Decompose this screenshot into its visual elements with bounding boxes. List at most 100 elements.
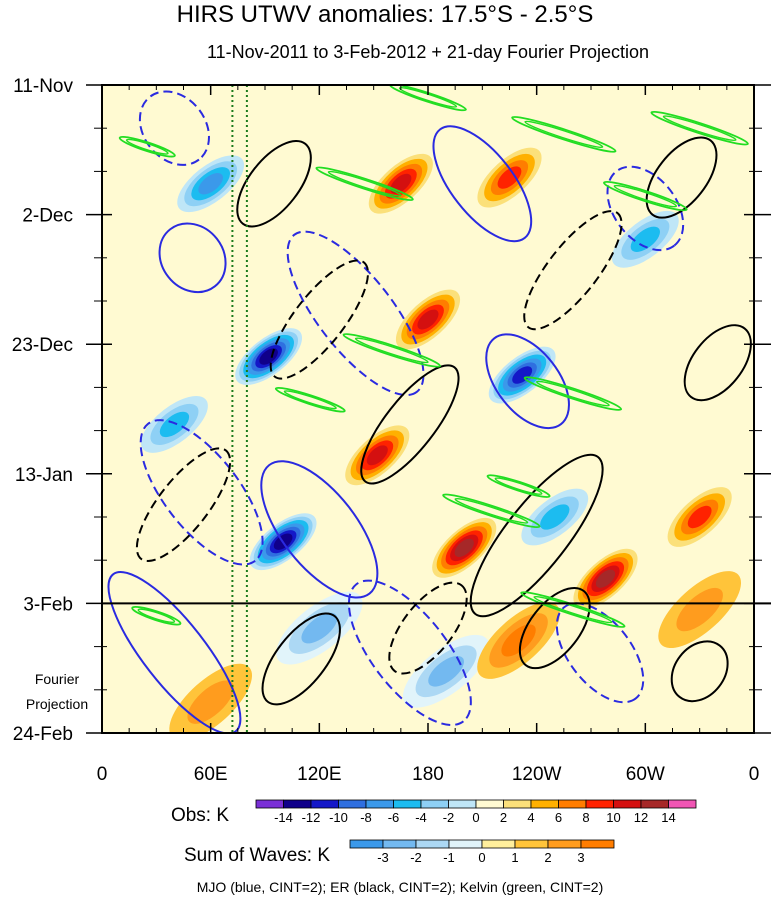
colorbar-swatch <box>547 839 582 849</box>
kelvin-contour <box>274 386 346 413</box>
mjo-contour <box>107 571 242 733</box>
colorbar-tick-label: 0 <box>472 810 479 825</box>
colorbar-swatch <box>393 799 422 809</box>
anomaly-blob <box>395 289 461 350</box>
x-tick-label: 0 <box>97 764 108 785</box>
mjo-contour <box>139 419 264 566</box>
anomaly-level <box>497 166 522 189</box>
anomaly-blob <box>177 155 245 213</box>
kelvin-contour-inner <box>454 497 529 524</box>
colorbar-swatch <box>475 799 504 809</box>
kelvin-contour <box>442 493 541 529</box>
anomaly-blob <box>477 147 542 208</box>
colorbar-swatch <box>503 799 532 809</box>
colorbar-tick-label: -3 <box>377 850 389 865</box>
kelvin-contour <box>603 180 688 212</box>
anomaly-blob <box>573 548 638 609</box>
x-tick-label: 60W <box>626 764 665 785</box>
colorbar-swatch <box>283 799 312 809</box>
anomaly-level <box>198 173 223 195</box>
colorbar-swatch <box>585 799 614 809</box>
anomaly-blob <box>611 210 679 268</box>
colorbar-tick-label: -14 <box>274 810 293 825</box>
kelvin-contour-inner <box>524 120 604 149</box>
kelvin-contour <box>650 110 749 146</box>
x-tick-label: 0 <box>749 764 760 785</box>
mjo-contour <box>347 579 472 726</box>
er-contour <box>269 259 369 380</box>
colorbar-swatch <box>415 839 450 849</box>
kelvin-contour-inner <box>137 608 176 623</box>
kelvin-contour-inner <box>125 138 169 155</box>
kelvin-contour-inner <box>354 337 429 364</box>
mjo-contour <box>286 230 425 397</box>
er-contour <box>135 447 232 562</box>
anomaly-level <box>366 445 388 466</box>
colorbar-tick-label: 12 <box>634 810 648 825</box>
er-contour <box>360 364 460 485</box>
er-contour <box>236 139 312 228</box>
er-contour <box>388 581 468 675</box>
kelvin-contour <box>118 135 176 158</box>
anomaly-level <box>417 309 439 330</box>
mjo-contour <box>432 125 533 243</box>
anomaly-blob <box>521 488 589 546</box>
kelvin-contour-inner <box>494 477 543 495</box>
kelvin-contour <box>511 116 617 153</box>
colorbar-tick-label: -8 <box>360 810 372 825</box>
kelvin-contour-inner <box>398 86 458 108</box>
anomaly-blob <box>477 601 560 679</box>
er-contour <box>645 136 718 219</box>
er-contour <box>261 612 341 706</box>
mjo-contour <box>485 333 570 430</box>
anomaly-blob <box>141 396 208 453</box>
colorbar-swatch <box>448 799 477 809</box>
kelvin-contour-inner <box>533 595 613 624</box>
kelvin-contour-inner <box>662 115 737 142</box>
colorbar-tick-label: 2 <box>500 810 507 825</box>
anomaly-blob <box>235 328 303 385</box>
colorbar-swatch <box>481 839 516 849</box>
kelvin-contour <box>131 605 182 626</box>
plot-area <box>102 85 754 733</box>
anomaly-level <box>501 624 536 657</box>
colorbar-tick-label: 6 <box>555 810 562 825</box>
kelvin-contour-inner <box>613 184 678 208</box>
wave-contours <box>107 85 752 733</box>
kelvin-contour <box>342 333 441 368</box>
anomaly-blob <box>169 663 253 733</box>
colorbar-tick-label: -4 <box>415 810 427 825</box>
colorbar-swatch <box>310 799 339 809</box>
er-contour <box>518 586 591 670</box>
anomaly-level <box>187 680 234 724</box>
anomaly-blob <box>488 346 556 404</box>
y-tick-label: 2-Dec <box>22 206 73 227</box>
colorbar-swatch <box>349 839 384 849</box>
projection-label-line1: Fourier <box>35 671 80 687</box>
kelvin-contour-inner <box>327 170 402 197</box>
colorbar-tick-label: -6 <box>388 810 400 825</box>
colorbar-swatch <box>514 839 549 849</box>
waves-colorbar: -3 -2 -1 0 1 2 3 <box>349 839 615 865</box>
obs-colorbar: -14 -12 -10 -8 -6 -4 -2 0 2 4 6 8 10 12 14 <box>255 799 697 825</box>
colorbar-swatch <box>365 799 394 809</box>
chart-subtitle: 11-Nov-2011 to 3-Feb-2012 + 21-day Fouri… <box>207 42 649 62</box>
x-tick-label: 60E <box>194 764 228 785</box>
x-tick-label: 120W <box>512 764 562 785</box>
kelvin-contour <box>523 376 623 411</box>
kelvin-contour <box>315 166 414 202</box>
anomaly-level <box>454 538 474 557</box>
colorbar-swatch <box>448 839 483 849</box>
anomaly-level <box>540 504 570 530</box>
y-tick-label: 23-Dec <box>12 335 73 356</box>
anomaly-level <box>428 655 465 687</box>
colorbar-tick-label: -12 <box>302 810 321 825</box>
anomaly-level <box>676 587 723 632</box>
kelvin-contour <box>486 474 551 498</box>
anomaly-blob <box>667 487 732 547</box>
colorbar-swatch <box>382 839 417 849</box>
colorbar-swatch <box>613 799 642 809</box>
colorbar-tick-label: -2 <box>410 850 422 865</box>
mjo-contour <box>138 90 210 166</box>
colorbar-swatch <box>338 799 367 809</box>
